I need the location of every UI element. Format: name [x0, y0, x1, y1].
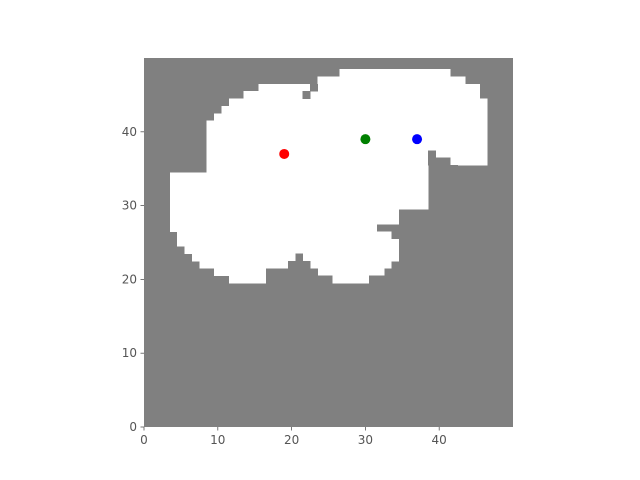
free-cell-run — [214, 268, 267, 277]
marker-red — [279, 148, 290, 159]
y-tick-label: 20 — [122, 272, 137, 286]
free-cell-run — [177, 238, 400, 247]
free-cell-run — [206, 128, 488, 136]
free-cell-run — [258, 83, 481, 92]
obstacle-cell-run — [280, 268, 318, 277]
y-tick-label: 0 — [129, 420, 137, 434]
free-cell-run — [206, 165, 429, 173]
free-cell-run — [228, 275, 267, 284]
free-cell-run — [169, 224, 377, 232]
y-axis: 0 10 20 30 40 — [122, 125, 144, 434]
free-cell-run — [169, 194, 429, 203]
free-cell-run — [206, 120, 488, 129]
free-cell-run — [169, 209, 400, 218]
free-cell-run — [169, 216, 400, 225]
free-cell-run — [184, 246, 400, 254]
free-cell-run — [228, 98, 488, 107]
free-cell-run — [177, 231, 392, 240]
y-tick-label: 40 — [122, 125, 137, 139]
marker-green — [360, 134, 371, 145]
obstacle-cell-run — [302, 91, 311, 99]
free-cell-run — [332, 275, 370, 284]
obstacle-cell-run — [428, 157, 451, 166]
x-tick-label: 20 — [284, 433, 299, 447]
free-cell-run — [169, 172, 429, 181]
marker-blue — [412, 134, 423, 145]
free-cell-run — [169, 179, 429, 188]
obstacle-cell-run — [435, 165, 459, 173]
y-tick-label: 10 — [122, 346, 137, 360]
y-tick-label: 30 — [122, 199, 137, 213]
obstacle-cell-run — [369, 275, 392, 284]
free-cell-run — [206, 135, 488, 144]
x-tick-label: 40 — [432, 433, 447, 447]
free-cell-run — [169, 187, 429, 195]
free-cell-run — [317, 76, 466, 85]
x-tick-label: 30 — [358, 433, 373, 447]
obstacle-cell-run — [265, 275, 333, 284]
x-axis: 0 10 20 30 40 — [140, 427, 447, 447]
obstacle-cell-run — [295, 253, 304, 262]
free-cell-run — [214, 113, 488, 122]
x-tick-label: 0 — [140, 433, 148, 447]
free-cell-run — [206, 142, 488, 151]
free-cell-run — [206, 150, 488, 159]
free-cell-run — [206, 157, 488, 166]
free-cell-run — [243, 91, 481, 99]
free-cell-run — [339, 69, 451, 77]
obstacle-cell-run — [428, 150, 436, 159]
obstacle-cell-run — [310, 83, 318, 92]
markers — [279, 134, 423, 159]
free-cell-run — [169, 201, 429, 210]
x-tick-label: 10 — [210, 433, 225, 447]
free-cell-run — [317, 268, 385, 277]
free-cell-run — [221, 105, 488, 114]
grid-cells — [144, 58, 513, 427]
obstacle-cell-run — [287, 260, 311, 269]
